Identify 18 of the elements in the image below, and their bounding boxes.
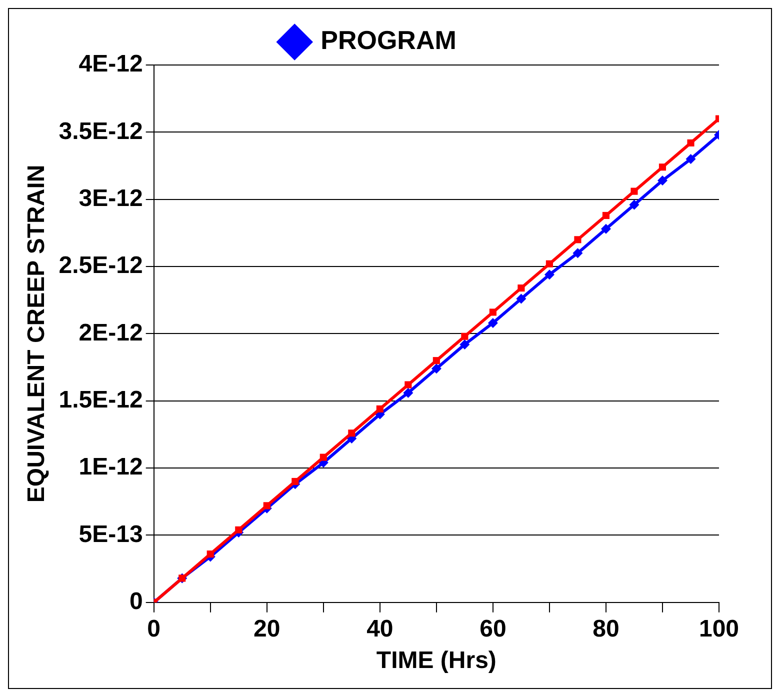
x-tick-label: 80 <box>592 615 620 642</box>
x-axis-title: TIME (Hrs) <box>376 647 496 674</box>
y-tick-label: 2.5E-12 <box>58 252 143 280</box>
x-tick-label: 0 <box>147 615 161 642</box>
y-tick-label: 1.5E-12 <box>58 386 143 414</box>
x-tick-label: 40 <box>366 615 394 642</box>
y-tick-label: 2E-12 <box>78 319 143 346</box>
y-tick-label: 3.5E-12 <box>58 118 143 145</box>
x-tick-label: 100 <box>698 615 740 642</box>
x-tick-label: 20 <box>254 615 280 642</box>
y-axis-title: EQUIVALENT CREEP STRAIN <box>23 164 50 503</box>
y-tick-label: 3E-12 <box>78 184 143 212</box>
y-tick-label: 0 <box>130 588 143 616</box>
legend-label: PROGRAM <box>320 25 456 56</box>
x-tick-label: 60 <box>480 615 506 642</box>
y-tick-label: 5E-13 <box>78 520 143 548</box>
y-tick-label: 1E-12 <box>78 454 143 481</box>
y-tick-label: 4E-12 <box>78 50 143 78</box>
